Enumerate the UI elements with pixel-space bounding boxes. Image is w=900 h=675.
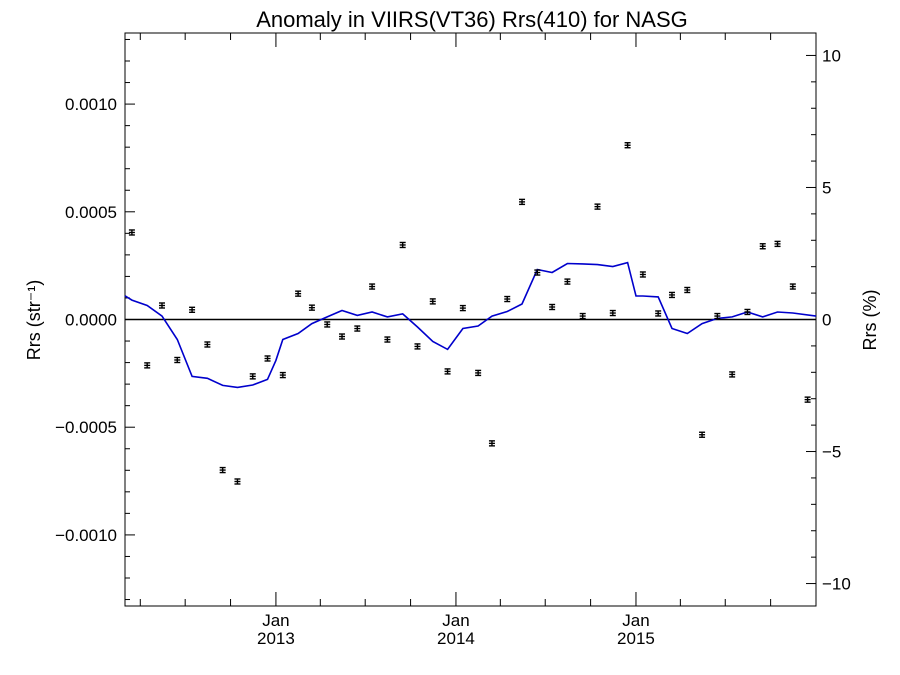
x-tick-label-year: 2014 (437, 629, 475, 648)
data-point (234, 478, 241, 485)
data-point (354, 325, 361, 332)
y2-tick-label: 5 (822, 178, 831, 197)
data-point (249, 373, 256, 380)
series-points (128, 142, 811, 485)
chart-title: Anomaly in VIIRS(VT36) Rrs(410) for NASG (256, 7, 688, 32)
data-point (384, 336, 391, 343)
y2-axis-title: Rrs (%) (860, 290, 880, 351)
data-point (144, 362, 151, 369)
data-point (684, 286, 691, 294)
data-point (699, 431, 706, 438)
y-tick-label: 0.0010 (65, 95, 117, 114)
data-point (189, 306, 196, 314)
data-point (475, 369, 482, 377)
data-point (429, 298, 436, 305)
data-point (295, 290, 302, 297)
data-point (504, 295, 511, 303)
y-axis: −0.0010 −0.0005 0.0000 0.0005 0.0010 (55, 38, 135, 601)
y2-axis: −10 −5 0 5 10 (806, 46, 851, 594)
data-point (789, 283, 796, 290)
data-point (774, 240, 781, 248)
y2-tick-label: −10 (822, 575, 851, 594)
x-tick-label-month: Jan (442, 611, 469, 630)
series-line (124, 261, 817, 389)
data-point (324, 321, 331, 328)
data-point (668, 291, 675, 299)
data-point (488, 440, 495, 447)
data-point (264, 355, 271, 362)
data-point (399, 241, 406, 249)
data-point (534, 269, 541, 276)
data-point (339, 333, 346, 340)
x-tick-label-month: Jan (622, 611, 649, 630)
data-point (729, 371, 736, 378)
data-point (609, 309, 616, 317)
data-point (174, 356, 181, 364)
data-point (549, 303, 556, 311)
y-tick-label: −0.0010 (55, 526, 117, 545)
x-tick-label-year: 2013 (257, 629, 295, 648)
data-point (279, 371, 286, 379)
data-point (804, 396, 811, 403)
data-point (128, 229, 135, 236)
x-tick-label-year: 2015 (617, 629, 655, 648)
data-point (579, 312, 586, 320)
data-point (564, 278, 571, 285)
y-axis-title: Rrs (str⁻¹) (24, 280, 44, 360)
data-point (594, 203, 601, 210)
data-point (204, 341, 211, 348)
data-point (308, 304, 315, 311)
y2-tick-label: −5 (822, 443, 841, 462)
data-point (519, 198, 526, 206)
data-point (444, 368, 451, 375)
data-point (369, 283, 376, 290)
data-point (459, 304, 466, 312)
data-point (414, 343, 421, 350)
y-tick-label: 0.0005 (65, 203, 117, 222)
data-point (655, 310, 662, 317)
y-tick-label: 0.0000 (65, 311, 117, 330)
data-point (158, 302, 165, 309)
data-point (219, 466, 226, 474)
data-point (744, 308, 751, 316)
y-tick-label: −0.0005 (55, 418, 117, 437)
data-point (624, 142, 631, 149)
data-point (714, 312, 721, 320)
x-tick-label-month: Jan (262, 611, 289, 630)
y2-tick-label: 10 (822, 46, 841, 65)
data-point (759, 243, 766, 250)
data-point (639, 271, 646, 278)
y2-tick-label: 0 (822, 311, 831, 330)
